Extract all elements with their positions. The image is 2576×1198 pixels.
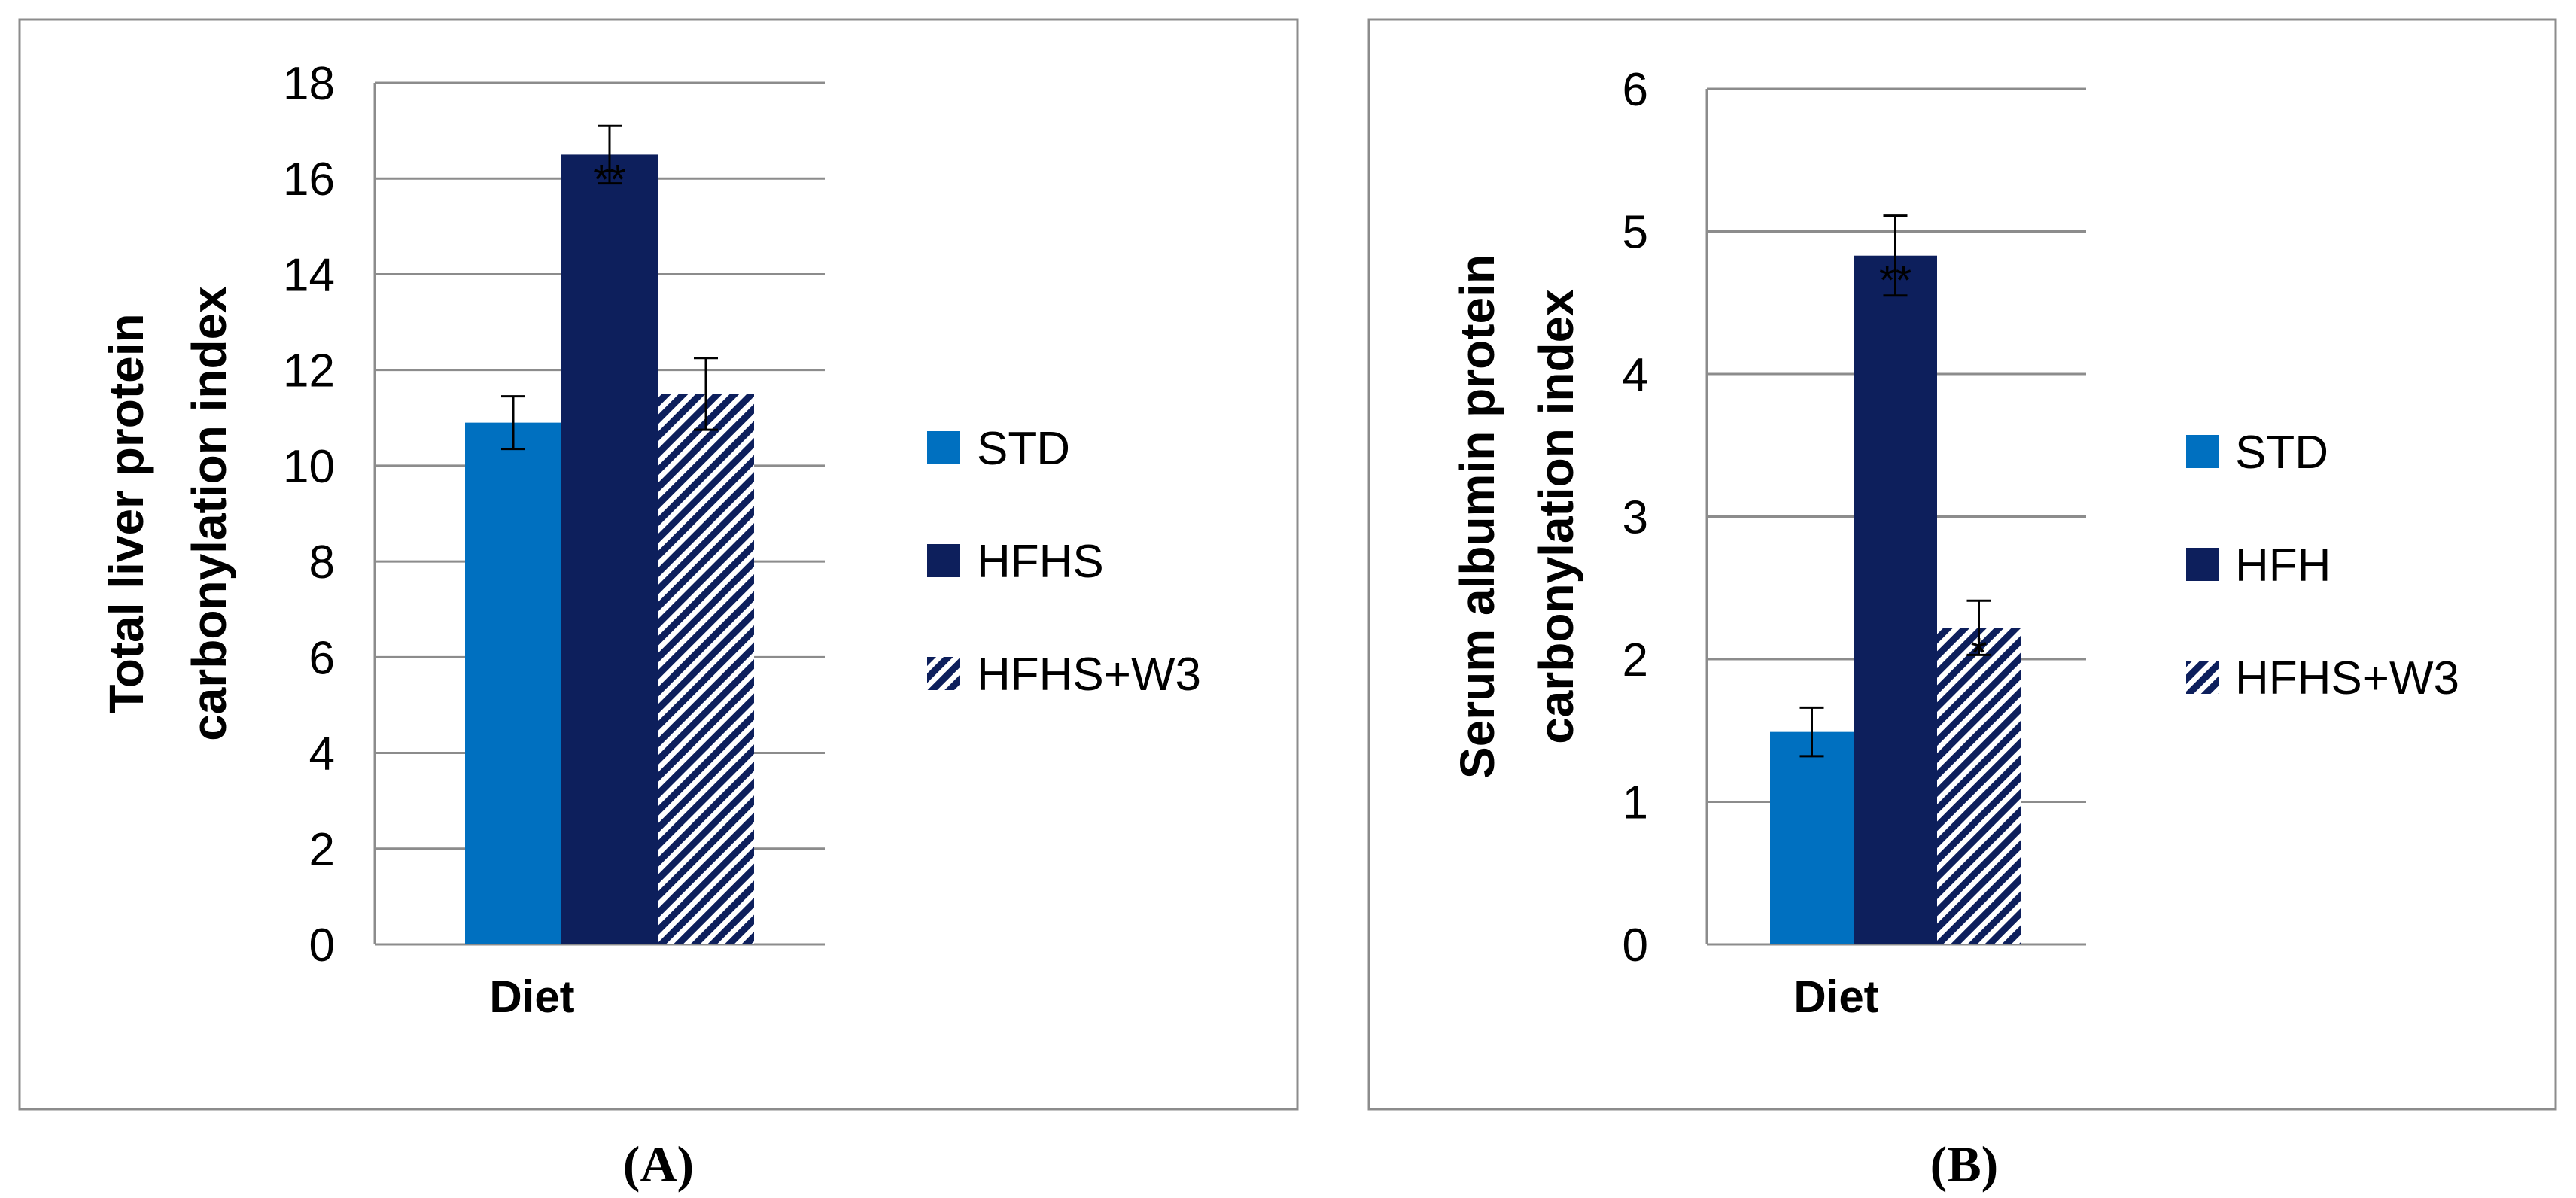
- panel-label-b: (B): [1930, 1136, 1999, 1193]
- legend: STD HFHS HFHS+W3: [927, 423, 1201, 701]
- y-tick-label: 16: [283, 154, 335, 205]
- significance-marker: **: [593, 155, 626, 202]
- legend-label: HFHS+W3: [2235, 652, 2459, 704]
- y-tick-label: 6: [309, 632, 335, 684]
- y-tick-label: 1: [1623, 777, 1648, 829]
- y-tick-label: 5: [1623, 207, 1648, 259]
- legend-swatch: [927, 544, 960, 577]
- bars: [465, 154, 754, 945]
- x-axis-label: Diet: [489, 971, 574, 1022]
- legend-label: STD: [977, 423, 1070, 475]
- y-tick-label: 2: [1623, 634, 1648, 686]
- y-axis-label-line-2: carbonylation index: [182, 286, 236, 741]
- bar-hfhs-w3: [658, 394, 754, 944]
- error-bars: **: [501, 124, 718, 451]
- y-tick-label: 4: [1623, 349, 1648, 401]
- y-tick-label: 8: [309, 537, 335, 588]
- legend-swatch: [2186, 661, 2219, 694]
- y-tick-label: 18: [283, 58, 335, 110]
- y-axis-label-line-2: carbonylation index: [1529, 289, 1583, 744]
- bars: [1770, 255, 2021, 945]
- significance-marker: **: [1879, 257, 1912, 304]
- bar-hfhs: [561, 154, 658, 945]
- y-tick-label: 12: [283, 345, 335, 397]
- bar-std: [1770, 731, 1854, 944]
- legend-label: STD: [2235, 427, 2328, 479]
- y-tick-labels: 0 1 2 3 4 5 6: [1623, 64, 1648, 971]
- legend-label: HFHS: [977, 536, 1104, 588]
- y-axis-label-line-1: Total liver protein: [99, 313, 154, 713]
- panel-label-a: (A): [623, 1136, 694, 1193]
- x-axis-label: Diet: [1793, 971, 1878, 1022]
- legend-label: HFH: [2235, 540, 2331, 591]
- y-tick-label: 14: [283, 249, 335, 301]
- y-axis-label-line-1: Serum albumin protein: [1450, 254, 1504, 779]
- y-tick-label: 4: [309, 728, 335, 780]
- y-tick-label: 2: [309, 824, 335, 876]
- y-tick-label: 3: [1623, 492, 1648, 544]
- y-tick-label: 0: [309, 920, 335, 971]
- bar-std: [465, 422, 561, 944]
- legend-swatch: [927, 431, 960, 464]
- error-bars: ***: [1799, 214, 1991, 758]
- bar-hfhs-w3: [1937, 628, 2021, 944]
- bar-hfh: [1854, 255, 1937, 945]
- legend-swatch: [2186, 435, 2219, 468]
- chart-panel-a: ** 0 2 4 6 8 10 12 14 16 18 Total liver protein c…: [18, 18, 1299, 1193]
- legend: STD HFH HFHS+W3: [2186, 427, 2459, 704]
- legend-label: HFHS+W3: [977, 649, 1201, 701]
- y-tick-label: 10: [283, 441, 335, 493]
- legend-swatch: [2186, 548, 2219, 581]
- y-tick-label: 0: [1623, 920, 1648, 971]
- y-tick-label: 6: [1623, 64, 1648, 116]
- legend-swatch: [927, 657, 960, 690]
- significance-marker: *: [1971, 628, 1988, 676]
- y-tick-labels: 0 2 4 6 8 10 12 14 16 18: [283, 58, 335, 971]
